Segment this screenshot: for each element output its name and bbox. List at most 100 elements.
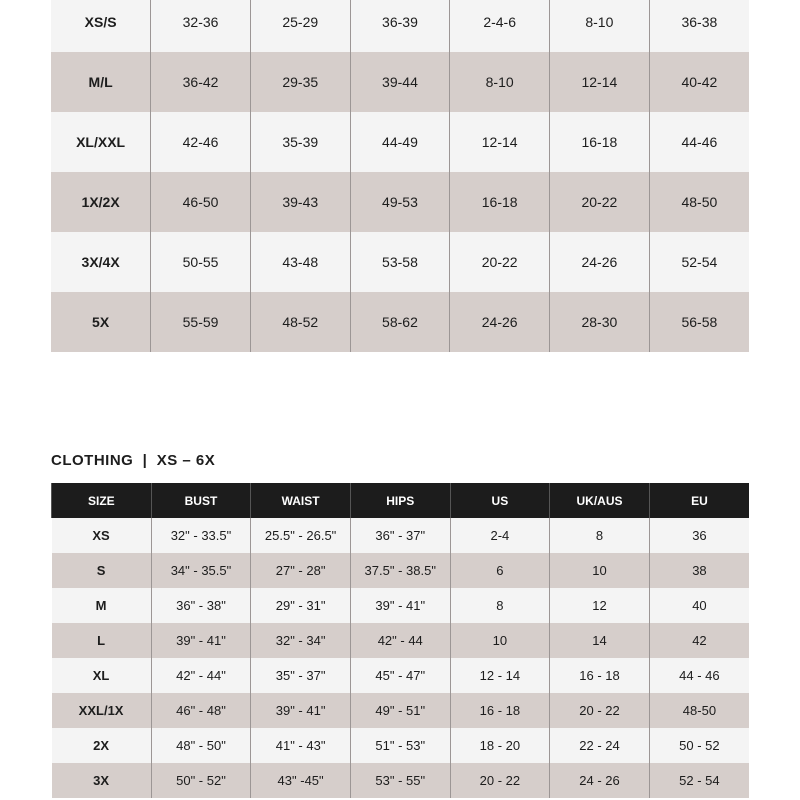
table-cell: 28-30 [549, 292, 650, 352]
size-label-cell: M/L [51, 52, 151, 112]
table-cell: 40-42 [648, 52, 749, 112]
table-cell: 12 - 14 [449, 658, 550, 693]
table-cell: 48" - 50" [150, 728, 251, 763]
column-header: HIPS [349, 483, 451, 518]
table-cell: 22 - 24 [549, 728, 650, 763]
table-cell: 44-49 [349, 112, 450, 172]
table-cell: 39-44 [349, 52, 450, 112]
table-cell: 25.5" - 26.5" [250, 518, 351, 553]
table-cell: 8 [449, 588, 550, 623]
table-cell: 24-26 [449, 292, 550, 352]
table-cell: 52 - 54 [648, 763, 749, 798]
table-cell: 41" - 43" [250, 728, 351, 763]
size-label-cell: 5X [51, 292, 151, 352]
table-cell: 56-58 [648, 292, 749, 352]
table-cell: 34" - 35.5" [150, 553, 251, 588]
table-cell: 50-55 [150, 232, 251, 292]
table-cell: 35-39 [249, 112, 351, 172]
table-cell: 16-18 [549, 112, 650, 172]
table-cell: 25-29 [249, 0, 351, 52]
table-cell: 48-50 [648, 693, 749, 728]
table-cell: 27" - 28" [250, 553, 351, 588]
table-row: M 36" - 38" 29" - 31" 39" - 41" 8 12 40 [51, 588, 749, 623]
table-header-row: SIZE BUST WAIST HIPS US UK/AUS EU [51, 483, 749, 518]
table-cell: 50 - 52 [648, 728, 749, 763]
size-label-cell: 3X [51, 763, 152, 798]
table-cell: 48-52 [249, 292, 351, 352]
table-row: L 39" - 41" 32" - 34" 42" - 44 10 14 42 [51, 623, 749, 658]
table-row: S 34" - 35.5" 27" - 28" 37.5" - 38.5" 6 10 38 [51, 553, 749, 588]
size-label-cell: 1X/2X [51, 172, 151, 232]
size-label-cell: M [51, 588, 152, 623]
table-cell: 2-4-6 [449, 0, 550, 52]
size-label-cell: S [51, 553, 152, 588]
table-cell: 29-35 [249, 52, 351, 112]
column-header: SIZE [51, 483, 152, 518]
size-label-cell: XXL/1X [51, 693, 152, 728]
table-cell: 46" - 48" [150, 693, 251, 728]
table-cell: 16 - 18 [449, 693, 550, 728]
table-cell: 46-50 [150, 172, 251, 232]
table-cell: 42" - 44" [150, 658, 251, 693]
table-cell: 32" - 33.5" [150, 518, 251, 553]
table-cell: 42-46 [150, 112, 251, 172]
table-cell: 43" -45" [250, 763, 351, 798]
size-label-cell: XL [51, 658, 152, 693]
table-row: 2X 48" - 50" 41" - 43" 51" - 53" 18 - 20 22 -… [51, 728, 749, 763]
table-cell: 35" - 37" [250, 658, 351, 693]
table-cell: 20 - 22 [449, 763, 550, 798]
table-row: XS/S 32-36 25-29 36-39 2-4-6 8-10 36-38 [51, 0, 749, 52]
table-cell: 51" - 53" [349, 728, 451, 763]
table-cell: 36 [648, 518, 749, 553]
table-cell: 45" - 47" [349, 658, 451, 693]
table-cell: 10 [449, 623, 550, 658]
table-cell: 8-10 [549, 0, 650, 52]
table-row: XL 42" - 44" 35" - 37" 45" - 47" 12 - 14 16 -… [51, 658, 749, 693]
column-header: EU [648, 483, 749, 518]
table-cell: 58-62 [349, 292, 450, 352]
table-cell: 44 - 46 [648, 658, 749, 693]
size-label-cell: XS/S [51, 0, 151, 52]
table-cell: 12-14 [449, 112, 550, 172]
table-cell: 20-22 [549, 172, 650, 232]
table-cell: 53-58 [349, 232, 450, 292]
table-cell: 44-46 [648, 112, 749, 172]
clothing-section-title: CLOTHING | XS – 6X [51, 452, 216, 469]
size-label-cell: XS [51, 518, 152, 553]
table-cell: 40 [648, 588, 749, 623]
table-cell: 55-59 [150, 292, 251, 352]
table-cell: 42 [648, 623, 749, 658]
table-cell: 50" - 52" [150, 763, 251, 798]
table-cell: 49-53 [349, 172, 450, 232]
table-cell: 53" - 55" [349, 763, 451, 798]
table-cell: 2-4 [449, 518, 550, 553]
table-cell: 49" - 51" [349, 693, 451, 728]
table-cell: 20-22 [449, 232, 550, 292]
table-cell: 36" - 37" [349, 518, 451, 553]
size-label-cell: XL/XXL [51, 112, 151, 172]
table-cell: 42" - 44 [349, 623, 451, 658]
table-row: M/L 36-42 29-35 39-44 8-10 12-14 40-42 [51, 52, 749, 112]
column-header: UK/AUS [549, 483, 650, 518]
table-cell: 36-38 [648, 0, 749, 52]
table-row: XXL/1X 46" - 48" 39" - 41" 49" - 51" 16 - 18… [51, 693, 749, 728]
table-row: 5X 55-59 48-52 58-62 24-26 28-30 56-58 [51, 292, 749, 352]
table-row: XS 32" - 33.5" 25.5" - 26.5" 36" - 37" 2-4 8 3… [51, 518, 749, 553]
table-cell: 39" - 41" [150, 623, 251, 658]
clothing-size-table: SIZE BUST WAIST HIPS US UK/AUS EU XS 32" - 33.5… [51, 483, 749, 798]
size-label-cell: L [51, 623, 152, 658]
column-header: BUST [150, 483, 251, 518]
table-cell: 43-48 [249, 232, 351, 292]
table-cell: 18 - 20 [449, 728, 550, 763]
table-cell: 8 [549, 518, 650, 553]
table-cell: 36-39 [349, 0, 450, 52]
column-header: US [449, 483, 550, 518]
size-label-cell: 2X [51, 728, 152, 763]
table-cell: 24-26 [549, 232, 650, 292]
table-cell: 10 [549, 553, 650, 588]
table-cell: 39" - 41" [349, 588, 451, 623]
table-cell: 39" - 41" [250, 693, 351, 728]
table-cell: 32-36 [150, 0, 251, 52]
table-row: 3X/4X 50-55 43-48 53-58 20-22 24-26 52-54 [51, 232, 749, 292]
table-cell: 14 [549, 623, 650, 658]
